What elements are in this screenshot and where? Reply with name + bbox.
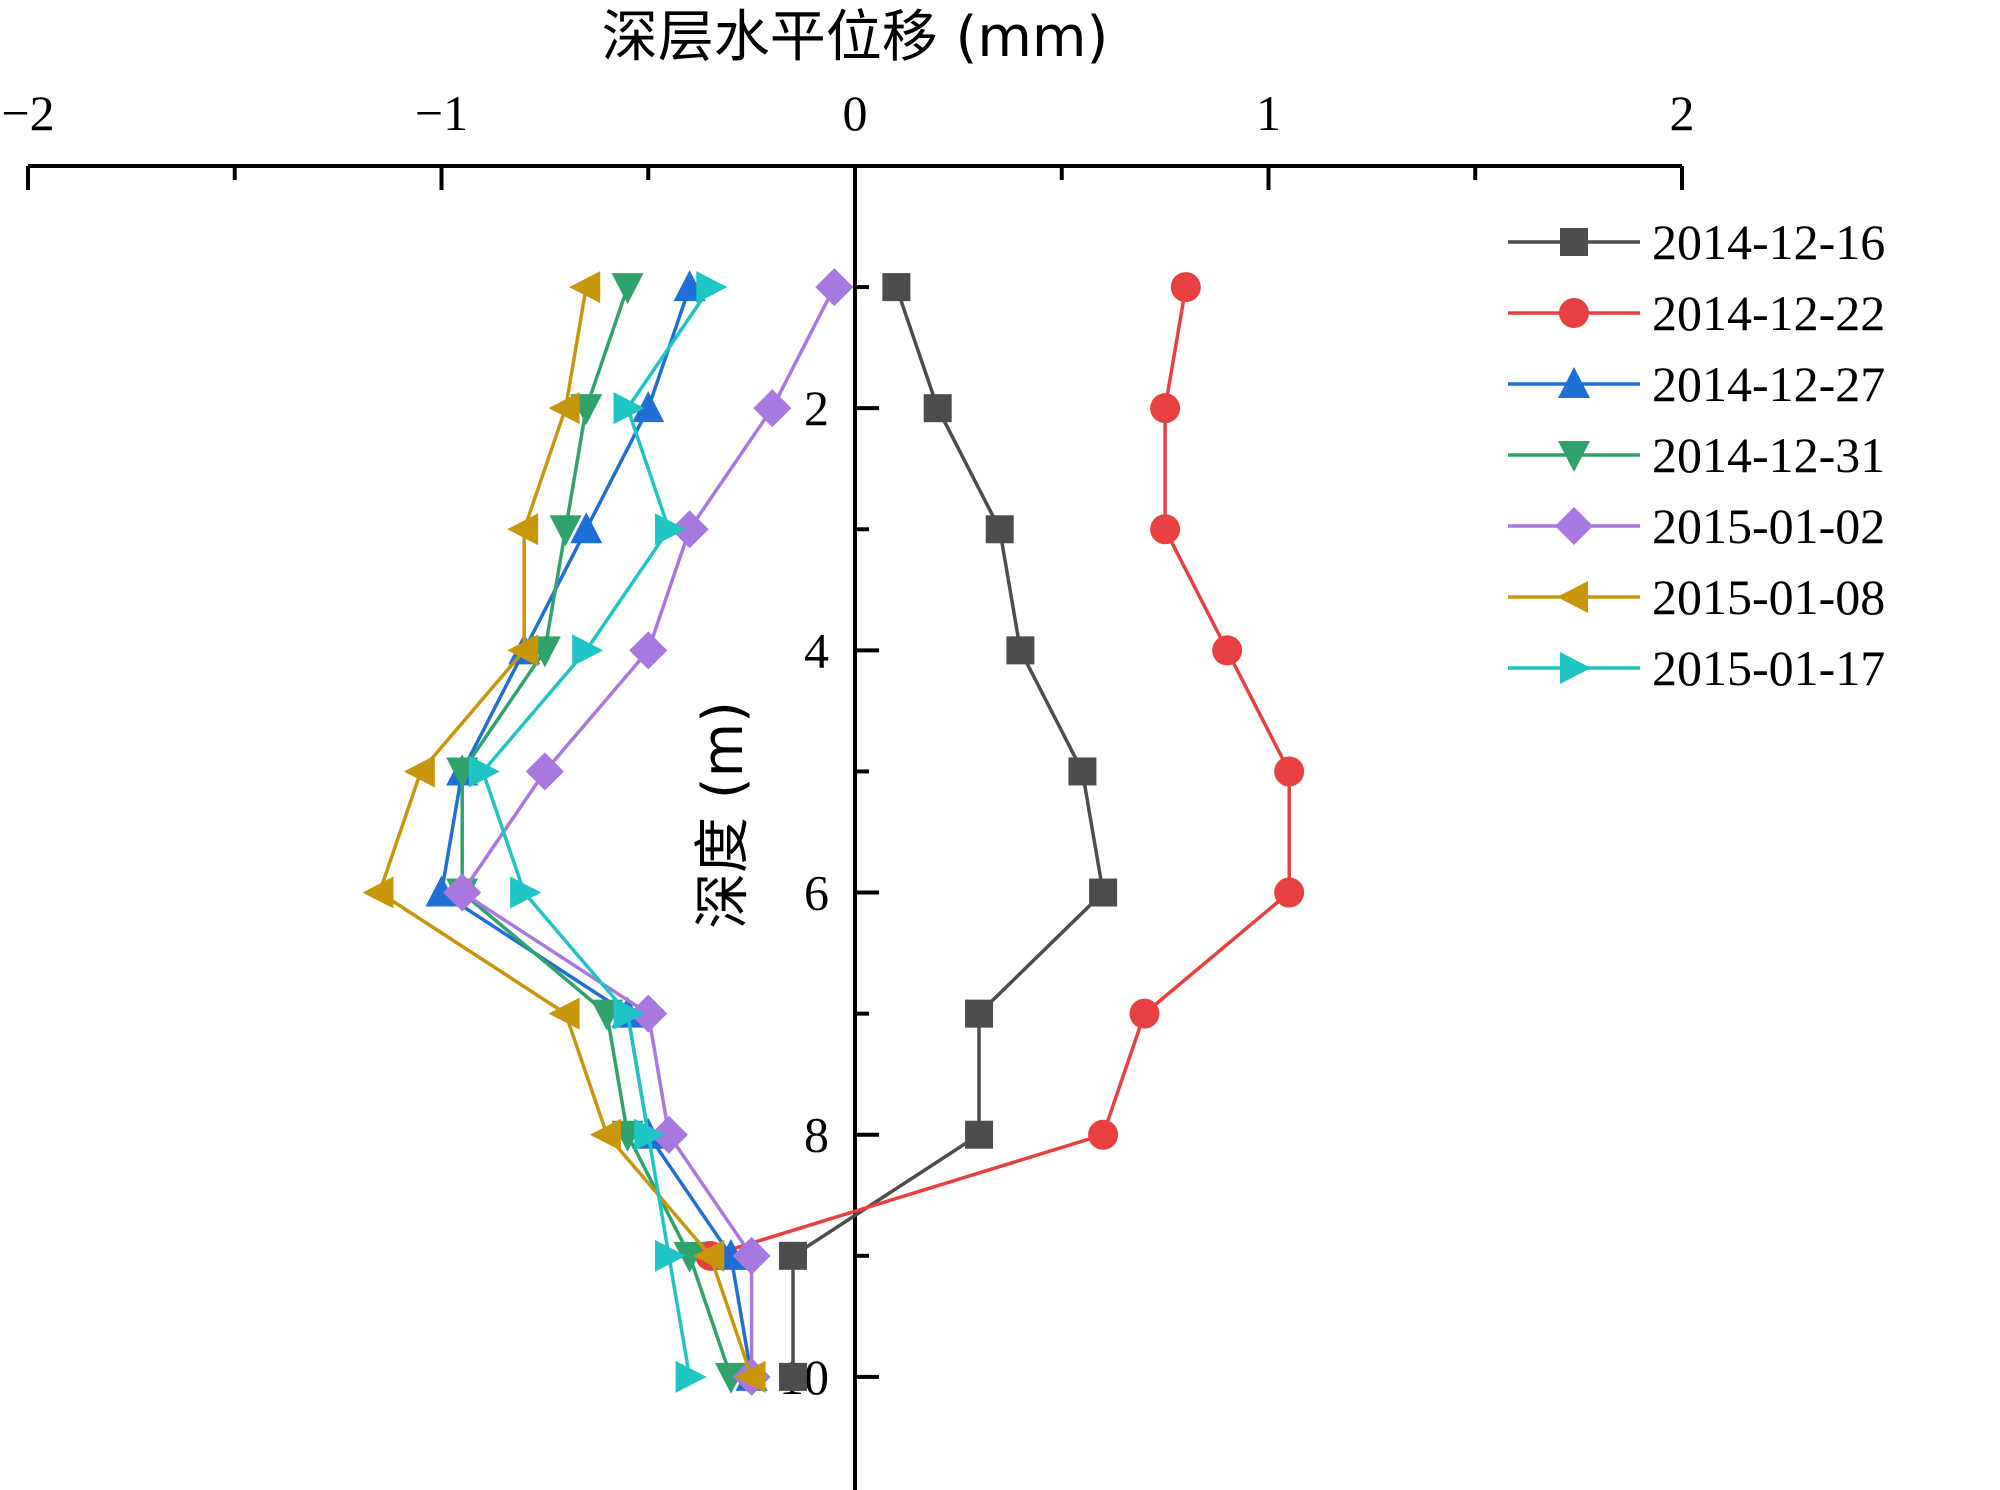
data-point xyxy=(1068,757,1097,786)
data-point xyxy=(362,876,394,909)
data-point xyxy=(985,515,1014,544)
series-2014-12-22 xyxy=(695,272,1305,1271)
data-point xyxy=(1088,1119,1119,1150)
legend-marker xyxy=(1558,367,1590,398)
data-point xyxy=(569,271,601,304)
legend-marker xyxy=(1555,507,1593,545)
data-point xyxy=(629,994,668,1033)
data-point xyxy=(732,1236,771,1275)
legend-label: 2014-12-22 xyxy=(1652,285,1885,341)
y-tick-label: 6 xyxy=(804,865,829,921)
data-point xyxy=(589,1118,621,1151)
legend-marker xyxy=(1560,228,1588,256)
legend-marker xyxy=(1559,298,1589,328)
legend-item: 2014-12-27 xyxy=(1508,356,1885,412)
legend-item: 2015-01-08 xyxy=(1508,569,1885,625)
x-tick-label: 1 xyxy=(1256,85,1281,141)
legend-label: 2015-01-17 xyxy=(1652,640,1885,696)
data-point xyxy=(468,755,500,788)
legend-label: 2014-12-27 xyxy=(1652,356,1885,412)
data-point xyxy=(510,876,542,909)
data-point xyxy=(548,392,580,425)
legend-item: 2015-01-17 xyxy=(1508,640,1885,696)
data-point xyxy=(1089,878,1118,907)
data-point xyxy=(734,1360,766,1393)
data-point xyxy=(443,873,482,912)
data-point xyxy=(549,515,582,547)
data-point xyxy=(403,755,435,788)
legend-item: 2014-12-16 xyxy=(1508,214,1885,270)
data-point xyxy=(1274,756,1305,787)
data-point xyxy=(507,634,539,667)
series-line xyxy=(460,286,836,1377)
x-tick-label: −2 xyxy=(1,85,54,141)
data-point xyxy=(753,389,792,428)
legend-marker xyxy=(1558,441,1590,472)
data-point xyxy=(923,394,952,423)
series-line xyxy=(481,286,712,1378)
legend-marker xyxy=(1560,652,1591,684)
data-point xyxy=(1274,877,1305,908)
legend-label: 2014-12-31 xyxy=(1652,427,1885,483)
legend-item: 2014-12-31 xyxy=(1508,427,1885,483)
data-point xyxy=(965,1120,994,1149)
legend-label: 2014-12-16 xyxy=(1652,214,1885,270)
legend-item: 2015-01-02 xyxy=(1508,498,1885,554)
data-point xyxy=(815,268,854,307)
data-point xyxy=(611,273,644,305)
y-axis-title: 深度 (m) xyxy=(691,701,756,929)
data-point xyxy=(1006,636,1035,665)
data-point xyxy=(778,1362,807,1391)
data-point xyxy=(572,634,604,667)
x-tick-label: −1 xyxy=(415,85,468,141)
data-point xyxy=(882,273,911,302)
data-point xyxy=(613,997,645,1030)
y-tick-label: 4 xyxy=(804,622,829,678)
legend-marker xyxy=(1557,581,1588,613)
legend-item: 2014-12-22 xyxy=(1508,285,1885,341)
data-point xyxy=(634,1118,666,1151)
data-point xyxy=(570,512,603,544)
data-point xyxy=(675,1360,707,1393)
x-axis-title: 深层水平位移 (mm) xyxy=(602,5,1109,70)
data-point xyxy=(548,997,580,1030)
x-tick-label: 2 xyxy=(1670,85,1695,141)
data-point xyxy=(670,510,709,549)
series-line xyxy=(709,286,1291,1258)
legend-label: 2015-01-08 xyxy=(1652,569,1885,625)
data-point xyxy=(778,1241,807,1270)
data-point xyxy=(1150,514,1181,545)
x-tick-label: 0 xyxy=(843,85,868,141)
data-point xyxy=(1170,272,1201,303)
data-point xyxy=(1129,998,1160,1029)
data-point xyxy=(632,391,665,423)
data-point xyxy=(696,271,728,304)
data-point xyxy=(654,513,686,546)
data-point xyxy=(507,513,539,546)
legend-label: 2015-01-02 xyxy=(1652,498,1885,554)
y-tick-label: 8 xyxy=(804,1107,829,1163)
series-2015-01-17 xyxy=(468,271,728,1393)
data-point xyxy=(613,392,645,425)
series-line xyxy=(791,286,1105,1377)
series-2014-12-16 xyxy=(778,273,1118,1391)
data-point xyxy=(654,1239,686,1272)
y-tick-label: 2 xyxy=(804,380,829,436)
data-point xyxy=(649,1115,688,1154)
series-line xyxy=(439,286,754,1378)
data-point xyxy=(629,631,668,670)
data-point xyxy=(693,1239,725,1272)
legend: 2014-12-16 2014-12-22 2014-12-27 2014-12-31… xyxy=(1508,214,1885,696)
series-layer xyxy=(362,268,1305,1396)
data-point xyxy=(965,999,994,1028)
data-point xyxy=(1212,635,1243,666)
data-point xyxy=(525,752,564,791)
axes: −2−1012246810 xyxy=(1,85,1695,1490)
data-point xyxy=(1150,393,1181,424)
data-point xyxy=(673,1241,706,1273)
